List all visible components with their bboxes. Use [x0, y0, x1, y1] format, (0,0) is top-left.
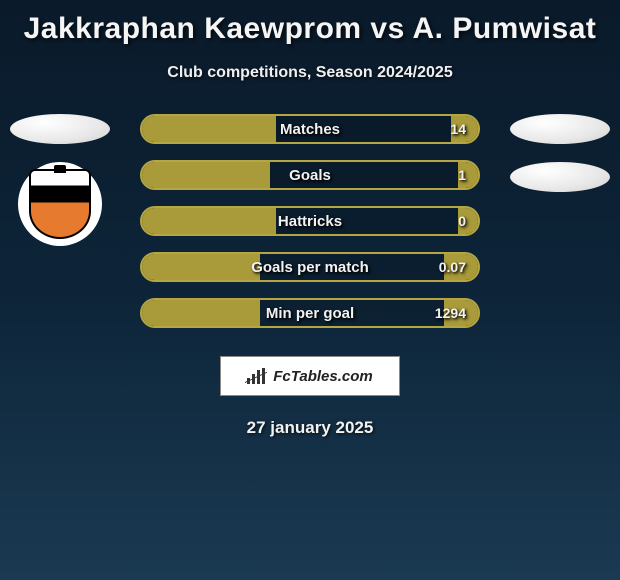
stat-label: Min per goal: [142, 305, 478, 322]
brand-text: FcTables.com: [273, 368, 372, 385]
page-title: Jakkraphan Kaewprom vs A. Pumwisat: [0, 0, 620, 46]
stat-row-goals-per-match: Goals per match 0.07: [140, 252, 480, 282]
player-right-column: [510, 114, 610, 210]
page-subtitle: Club competitions, Season 2024/2025: [0, 64, 620, 82]
stat-label: Goals: [142, 167, 478, 184]
player-left-avatar-placeholder: [10, 114, 110, 144]
comparison-content: Matches 14 Goals 1 Hattricks 0 Goals per…: [0, 114, 620, 354]
club-shield-icon: [29, 169, 91, 239]
stat-row-min-per-goal: Min per goal 1294: [140, 298, 480, 328]
brand-box[interactable]: FcTables.com: [220, 356, 400, 396]
stat-value-right: 0: [458, 213, 466, 229]
stat-label: Hattricks: [142, 213, 478, 230]
bar-chart-icon: [247, 368, 267, 384]
stat-row-goals: Goals 1: [140, 160, 480, 190]
stat-value-right: 14: [450, 121, 466, 137]
stat-value-right: 1: [458, 167, 466, 183]
stat-row-hattricks: Hattricks 0: [140, 206, 480, 236]
stats-list: Matches 14 Goals 1 Hattricks 0 Goals per…: [140, 114, 480, 344]
player-left-column: [10, 114, 110, 246]
stat-value-right: 1294: [435, 305, 466, 321]
stat-label: Matches: [142, 121, 478, 138]
stat-row-matches: Matches 14: [140, 114, 480, 144]
stat-label: Goals per match: [142, 259, 478, 276]
player-left-club-badge: [18, 162, 102, 246]
stat-value-right: 0.07: [439, 259, 466, 275]
player-right-club-placeholder: [510, 162, 610, 192]
date-text: 27 january 2025: [0, 418, 620, 438]
player-right-avatar-placeholder: [510, 114, 610, 144]
